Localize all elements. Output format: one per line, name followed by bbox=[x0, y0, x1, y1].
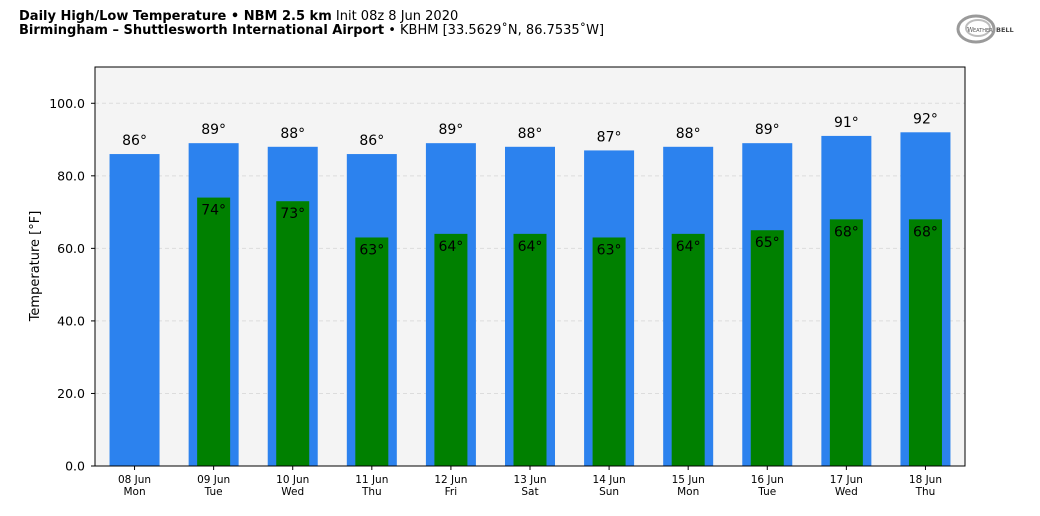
high-label: 88° bbox=[280, 126, 305, 142]
low-bar bbox=[513, 233, 547, 466]
high-label: 88° bbox=[518, 126, 543, 142]
high-label: 89° bbox=[755, 122, 780, 138]
station-code: • KBHM [33.5629˚N, 86.7535˚W] bbox=[388, 23, 605, 38]
low-label: 73° bbox=[280, 206, 305, 222]
low-label: 64° bbox=[438, 239, 463, 255]
y-tick-label: 40.0 bbox=[57, 313, 85, 328]
low-bar bbox=[197, 197, 231, 466]
chart-subtitle: Birmingham – Shuttlesworth International… bbox=[19, 23, 604, 38]
low-label: 65° bbox=[755, 235, 780, 251]
x-tick-date: 18 Jun bbox=[909, 474, 942, 486]
svg-text:W: W bbox=[967, 26, 974, 34]
x-tick-weekday: Tue bbox=[757, 486, 776, 498]
station-name: Birmingham – Shuttlesworth International… bbox=[19, 23, 385, 38]
weatherbell-logo: W EATHER BELL bbox=[956, 14, 1014, 44]
y-tick-label: 60.0 bbox=[57, 241, 85, 256]
y-tick-label: 0.0 bbox=[65, 459, 85, 474]
low-label: 68° bbox=[913, 224, 938, 240]
x-tick-date: 09 Jun bbox=[197, 474, 230, 486]
low-label: 64° bbox=[676, 239, 701, 255]
low-label: 64° bbox=[518, 239, 543, 255]
high-label: 89° bbox=[201, 122, 226, 138]
low-bar bbox=[829, 219, 863, 466]
low-bar bbox=[355, 237, 389, 466]
high-label: 86° bbox=[122, 133, 147, 149]
x-tick-weekday: Wed bbox=[281, 486, 304, 498]
low-label: 63° bbox=[597, 242, 622, 258]
low-bar bbox=[671, 233, 705, 466]
x-tick-weekday: Thu bbox=[915, 486, 936, 498]
low-label: 68° bbox=[834, 224, 859, 240]
x-tick-weekday: Mon bbox=[677, 486, 699, 498]
x-tick-date: 12 Jun bbox=[434, 474, 467, 486]
high-label: 86° bbox=[359, 133, 384, 149]
x-tick-weekday: Sat bbox=[521, 486, 538, 498]
y-tick-label: 100.0 bbox=[49, 96, 85, 111]
x-tick-weekday: Tue bbox=[204, 486, 223, 498]
x-tick-weekday: Thu bbox=[361, 486, 382, 498]
low-bar bbox=[276, 201, 310, 466]
high-label: 88° bbox=[676, 126, 701, 142]
x-tick-date: 16 Jun bbox=[751, 474, 784, 486]
y-axis: 0.0 20.0 40.0 60.0 80.0 100.0 bbox=[49, 96, 95, 474]
low-bar bbox=[750, 230, 784, 466]
x-tick-weekday: Wed bbox=[835, 486, 858, 498]
low-bar bbox=[434, 233, 468, 466]
high-bar bbox=[109, 154, 160, 466]
x-tick-weekday: Mon bbox=[123, 486, 145, 498]
x-tick-weekday: Fri bbox=[445, 486, 458, 498]
x-tick-date: 17 Jun bbox=[830, 474, 863, 486]
plot-frame bbox=[94, 66, 966, 467]
low-bar bbox=[908, 219, 942, 466]
high-label: 89° bbox=[438, 122, 463, 138]
x-tick-date: 11 Jun bbox=[355, 474, 388, 486]
y-axis-label: Temperature [°F] bbox=[28, 211, 43, 323]
x-tick-weekday: Sun bbox=[599, 486, 619, 498]
chart-title: Daily High/Low Temperature • NBM 2.5 km … bbox=[19, 9, 458, 24]
svg-text:BELL: BELL bbox=[996, 26, 1014, 34]
x-tick-date: 13 Jun bbox=[513, 474, 546, 486]
y-tick-label: 20.0 bbox=[57, 386, 85, 401]
chart-title-init: Init 08z 8 Jun 2020 bbox=[335, 9, 459, 24]
svg-text:EATHER: EATHER bbox=[973, 28, 993, 34]
x-tick-date: 14 Jun bbox=[593, 474, 626, 486]
x-tick-date: 15 Jun bbox=[672, 474, 705, 486]
high-label: 92° bbox=[913, 111, 938, 127]
chart-title-main: Daily High/Low Temperature • NBM 2.5 km bbox=[19, 9, 332, 24]
low-label: 74° bbox=[201, 203, 226, 219]
low-bar bbox=[592, 237, 626, 466]
x-tick-date: 10 Jun bbox=[276, 474, 309, 486]
high-label: 87° bbox=[597, 129, 622, 145]
bars: 86° 89° 74° 88° 73° 86° 63° 89° 64° 88° 64° 87° 63° 8… bbox=[109, 111, 951, 467]
low-label: 63° bbox=[359, 242, 384, 258]
y-tick-label: 80.0 bbox=[57, 168, 85, 183]
x-tick-date: 08 Jun bbox=[118, 474, 151, 486]
high-label: 91° bbox=[834, 115, 859, 131]
